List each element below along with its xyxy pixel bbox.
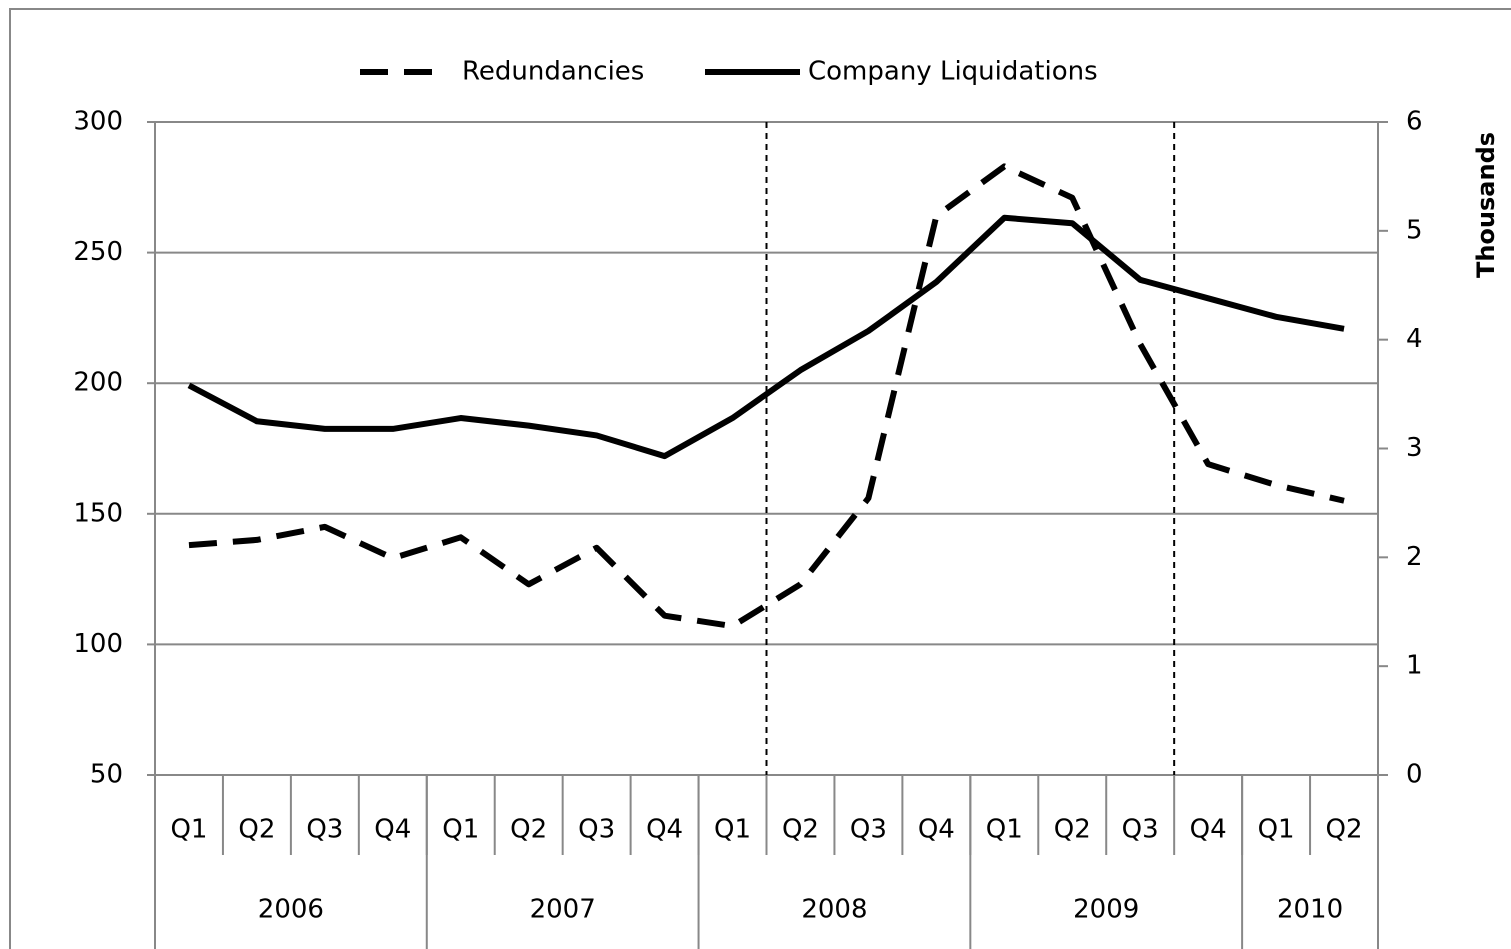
legend-label: Redundancies <box>462 57 644 87</box>
y2-tick-label: 5 <box>1406 215 1423 245</box>
y2-tick-label: 0 <box>1406 760 1423 790</box>
x-tick-label: Q1 <box>170 815 207 845</box>
y2-axis-label: Thousands <box>1472 132 1500 278</box>
y-tick-label: 150 <box>73 498 123 528</box>
x-tick-label: Q2 <box>1326 815 1363 845</box>
legend-label: Company Liquidations <box>808 57 1098 87</box>
y2-tick-label: 4 <box>1406 324 1423 354</box>
y-tick-label: 250 <box>73 237 123 267</box>
x-group-label: 2006 <box>258 895 324 925</box>
x-tick-label: Q3 <box>306 815 343 845</box>
x-tick-label: Q3 <box>578 815 615 845</box>
y-tick-label: 50 <box>90 760 123 790</box>
y-tick-label: 300 <box>73 107 123 137</box>
y2-tick-label: 6 <box>1406 107 1423 137</box>
x-tick-label: Q3 <box>1122 815 1159 845</box>
y-tick-label: 200 <box>73 368 123 398</box>
y-tick-label: 100 <box>73 629 123 659</box>
x-tick-label: Q2 <box>1054 815 1091 845</box>
x-tick-label: Q1 <box>442 815 479 845</box>
x-tick-label: Q1 <box>986 815 1023 845</box>
x-group-label: 2008 <box>801 895 867 925</box>
x-group-label: 2009 <box>1073 895 1139 925</box>
x-tick-label: Q4 <box>918 815 955 845</box>
y2-tick-label: 2 <box>1406 542 1423 572</box>
y2-tick-label: 3 <box>1406 433 1423 463</box>
chart-border <box>9 8 1511 949</box>
x-tick-label: Q4 <box>374 815 411 845</box>
x-tick-label: Q4 <box>646 815 683 845</box>
x-tick-label: Q2 <box>238 815 275 845</box>
x-group-label: 2010 <box>1277 895 1343 925</box>
x-tick-label: Q2 <box>510 815 547 845</box>
x-tick-label: Q1 <box>714 815 751 845</box>
x-tick-label: Q4 <box>1190 815 1227 845</box>
y2-tick-label: 1 <box>1406 651 1423 681</box>
x-tick-label: Q3 <box>850 815 887 845</box>
x-tick-label: Q1 <box>1258 815 1295 845</box>
series-line <box>187 214 1345 460</box>
series-line <box>188 163 1345 630</box>
x-tick-label: Q2 <box>782 815 819 845</box>
x-group-label: 2007 <box>530 895 596 925</box>
